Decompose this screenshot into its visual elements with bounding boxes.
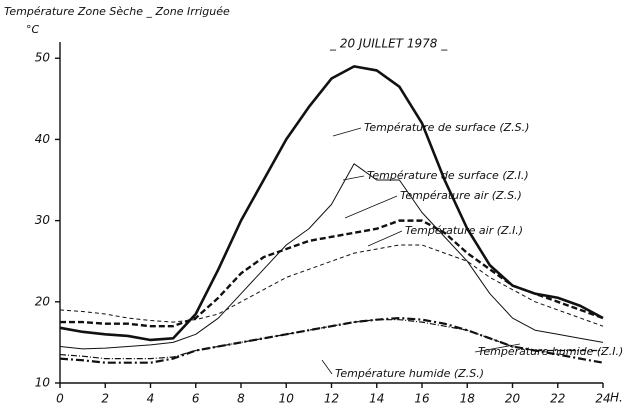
x-tick-label: 12 [324, 392, 339, 406]
series-line [59, 244, 604, 327]
series-line [59, 65, 604, 342]
y-tick-label: 10 [35, 376, 51, 390]
leader-line [342, 175, 365, 181]
y-tick-label: 30 [35, 213, 51, 227]
series-label: Température de surface (Z.S.) [364, 121, 529, 134]
series-line [60, 219, 604, 328]
chart-title: Température Zone Sèche _ Zone Irriguée [4, 5, 230, 18]
series-label: Température air (Z.I.) [405, 224, 523, 237]
y-tick-label: 50 [35, 51, 51, 65]
x-tick-label: 16 [414, 392, 430, 406]
series-line [59, 316, 604, 364]
series-label: Température humide (Z.S.) [335, 367, 484, 380]
y-axis-label: °C [26, 23, 40, 36]
x-tick-label: 6 [192, 392, 200, 406]
series-label: Température air (Z.S.) [400, 189, 522, 202]
x-tick-label: 18 [460, 392, 476, 406]
x-tick-label: 22 [550, 392, 565, 406]
x-tick-label: 10 [279, 392, 295, 406]
x-tick-label: 8 [237, 392, 245, 406]
series-line [59, 319, 603, 360]
x-tick-label: 20 [505, 392, 521, 406]
leader-line [344, 195, 398, 219]
leader-line [367, 230, 403, 247]
x-tick-label: 4 [147, 392, 155, 406]
chart-subtitle: _ 20 JUILLET 1978 _ [329, 37, 448, 51]
y-tick-label: 20 [35, 294, 51, 308]
x-tick-label: 2 [101, 392, 109, 406]
leader-line [332, 127, 362, 137]
y-tick-label: 40 [35, 132, 51, 146]
series-line [59, 163, 604, 350]
series-label: Température de surface (Z.I.) [367, 169, 529, 182]
x-tick-label: 24 [595, 392, 610, 406]
x-tick-label: 14 [369, 392, 384, 406]
leader-line [321, 359, 333, 375]
x-tick-label: 0 [56, 392, 64, 406]
series-label: Température humide (Z.I.) [478, 345, 623, 358]
leader-line [474, 343, 521, 353]
x-axis-label: H. [610, 391, 623, 405]
